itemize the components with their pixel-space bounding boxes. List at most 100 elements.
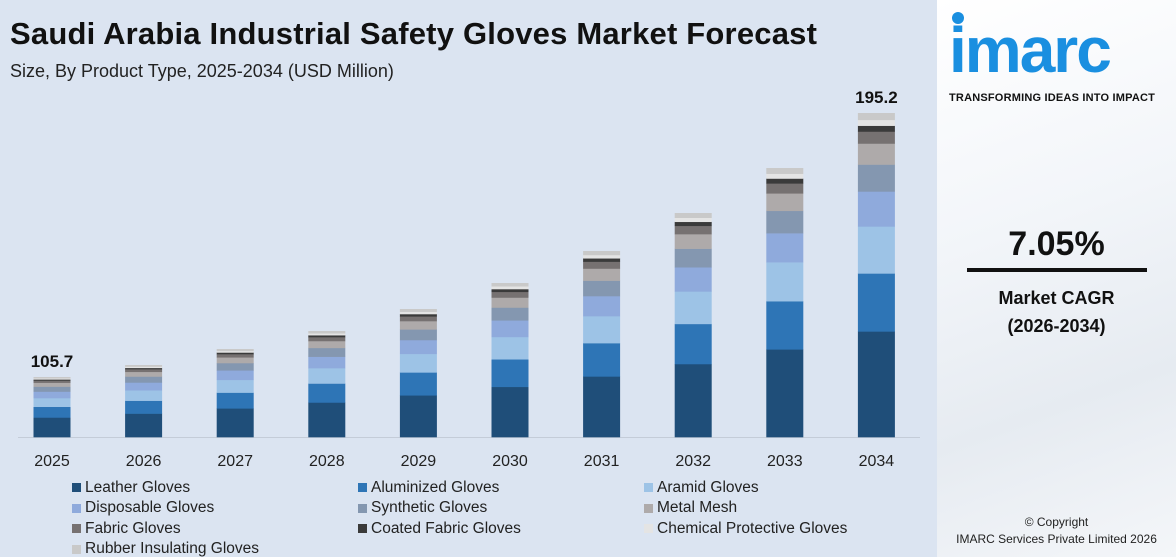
bar-segment-fabric-gloves-2032 <box>675 226 712 235</box>
bar-segment-rubber-insulating-gloves-2026 <box>125 365 162 367</box>
legend-label: Aramid Gloves <box>657 479 759 497</box>
legend-label: Leather Gloves <box>85 479 190 497</box>
bar-segment-synthetic-gloves-2031 <box>583 281 620 297</box>
bar-segment-metal-mesh-2031 <box>583 268 620 280</box>
side-panel: imarc TRANSFORMING IDEAS INTO IMPACT 7.0… <box>937 0 1176 557</box>
x-tick-label-2034: 2034 <box>859 453 895 470</box>
bar-segment-synthetic-gloves-2027 <box>217 363 254 371</box>
bar-segment-coated-fabric-gloves-2029 <box>400 314 437 317</box>
bar-segment-aluminized-gloves-2026 <box>125 401 162 414</box>
legend-swatch <box>644 483 653 492</box>
bar-segment-metal-mesh-2034 <box>858 143 895 164</box>
legend-label: Synthetic Gloves <box>371 499 487 517</box>
bar-segment-metal-mesh-2027 <box>217 357 254 363</box>
bar-segment-chemical-protective-gloves-2033 <box>766 174 803 179</box>
legend-swatch <box>72 483 81 492</box>
legend-label: Disposable Gloves <box>85 499 214 517</box>
bar-segment-rubber-insulating-gloves-2029 <box>400 309 437 312</box>
bar-segment-rubber-insulating-gloves-2027 <box>217 349 254 351</box>
bar-segment-aluminized-gloves-2027 <box>217 393 254 409</box>
bar-segment-rubber-insulating-gloves-2028 <box>308 331 345 334</box>
legend-swatch <box>358 504 367 513</box>
bar-segment-aramid-gloves-2033 <box>766 262 803 301</box>
bar-segment-aramid-gloves-2034 <box>858 226 895 273</box>
bar-segment-aramid-gloves-2029 <box>400 354 437 373</box>
bar-segment-leather-gloves-2030 <box>492 387 529 438</box>
bar-segment-aluminized-gloves-2029 <box>400 372 437 395</box>
bar-segment-aramid-gloves-2027 <box>217 380 254 393</box>
bar-segment-synthetic-gloves-2032 <box>675 249 712 268</box>
legend-label: Fabric Gloves <box>85 520 181 538</box>
legend-swatch <box>644 504 653 513</box>
bar-segment-rubber-insulating-gloves-2034 <box>858 113 895 120</box>
x-tick-label-2027: 2027 <box>217 453 253 470</box>
bar-segment-coated-fabric-gloves-2034 <box>858 126 895 132</box>
copyright: © Copyright IMARC Services Private Limit… <box>937 514 1176 548</box>
bar-segment-synthetic-gloves-2025 <box>34 387 71 392</box>
bar-segment-synthetic-gloves-2029 <box>400 329 437 340</box>
bar-segment-fabric-gloves-2029 <box>400 316 437 321</box>
cagr-period: (2026-2034) <box>937 312 1176 340</box>
bar-segment-leather-gloves-2026 <box>125 414 162 438</box>
bar-segment-disposable-gloves-2028 <box>308 357 345 369</box>
bar-segment-fabric-gloves-2031 <box>583 262 620 269</box>
x-tick-label-2031: 2031 <box>584 453 620 470</box>
bar-segment-coated-fabric-gloves-2032 <box>675 222 712 226</box>
bar-segment-rubber-insulating-gloves-2031 <box>583 251 620 255</box>
bar-segment-metal-mesh-2032 <box>675 234 712 249</box>
chart-panel: Saudi Arabia Industrial Safety Gloves Ma… <box>0 0 937 557</box>
legend-swatch <box>72 545 81 554</box>
bar-segment-disposable-gloves-2032 <box>675 267 712 291</box>
bar-segment-metal-mesh-2030 <box>492 297 529 307</box>
bar-segment-metal-mesh-2033 <box>766 193 803 211</box>
bar-segment-leather-gloves-2027 <box>217 408 254 437</box>
legend-swatch <box>358 483 367 492</box>
bar-segment-disposable-gloves-2034 <box>858 191 895 226</box>
legend-item: Coated Fabric Gloves <box>358 519 644 539</box>
cagr-label: Market CAGR (2026-2034) <box>937 284 1176 340</box>
bar-segment-fabric-gloves-2025 <box>34 380 71 383</box>
bar-segment-aluminized-gloves-2031 <box>583 343 620 377</box>
legend-item: Metal Mesh <box>644 499 930 519</box>
legend-swatch <box>358 524 367 533</box>
bar-segment-aramid-gloves-2031 <box>583 316 620 343</box>
bar-segment-aluminized-gloves-2028 <box>308 383 345 402</box>
bar-segment-coated-fabric-gloves-2030 <box>492 289 529 292</box>
bar-segment-fabric-gloves-2028 <box>308 337 345 341</box>
x-tick-label-2026: 2026 <box>126 453 162 470</box>
bar-segment-synthetic-gloves-2034 <box>858 165 895 192</box>
bar-segment-synthetic-gloves-2028 <box>308 348 345 357</box>
bar-segment-rubber-insulating-gloves-2032 <box>675 213 712 218</box>
bar-segment-leather-gloves-2032 <box>675 364 712 437</box>
data-label-2025: 105.7 <box>31 352 74 371</box>
bar-segment-disposable-gloves-2027 <box>217 370 254 380</box>
bar-segment-disposable-gloves-2025 <box>34 392 71 399</box>
legend-item: Synthetic Gloves <box>358 499 644 519</box>
bar-segment-aramid-gloves-2026 <box>125 390 162 401</box>
bar-segment-aramid-gloves-2025 <box>34 398 71 407</box>
bar-segment-fabric-gloves-2027 <box>217 354 254 358</box>
bar-segment-chemical-protective-gloves-2034 <box>858 120 895 126</box>
bar-segment-aluminized-gloves-2030 <box>492 359 529 387</box>
bar-segment-fabric-gloves-2030 <box>492 292 529 298</box>
bar-segment-metal-mesh-2029 <box>400 321 437 330</box>
bar-segment-rubber-insulating-gloves-2025 <box>34 377 71 379</box>
bar-segment-synthetic-gloves-2030 <box>492 307 529 320</box>
data-label-2034: 195.2 <box>855 88 898 107</box>
x-tick-label-2029: 2029 <box>401 453 437 470</box>
bar-segment-fabric-gloves-2033 <box>766 183 803 193</box>
legend-label: Rubber Insulating Gloves <box>85 540 259 558</box>
bar-segment-coated-fabric-gloves-2028 <box>308 335 345 337</box>
bar-segment-rubber-insulating-gloves-2030 <box>492 283 529 287</box>
bar-segment-leather-gloves-2033 <box>766 349 803 437</box>
bar-segment-leather-gloves-2028 <box>308 402 345 437</box>
company-name: IMARC Services Private Limited 2026 <box>937 531 1176 548</box>
bar-segment-coated-fabric-gloves-2033 <box>766 178 803 183</box>
legend-item: Fabric Gloves <box>72 519 358 539</box>
legend-swatch <box>644 524 653 533</box>
bar-segment-leather-gloves-2034 <box>858 331 895 437</box>
bar-segment-fabric-gloves-2034 <box>858 131 895 143</box>
imarc-logo: imarc <box>949 18 1110 82</box>
x-tick-label-2028: 2028 <box>309 453 345 470</box>
